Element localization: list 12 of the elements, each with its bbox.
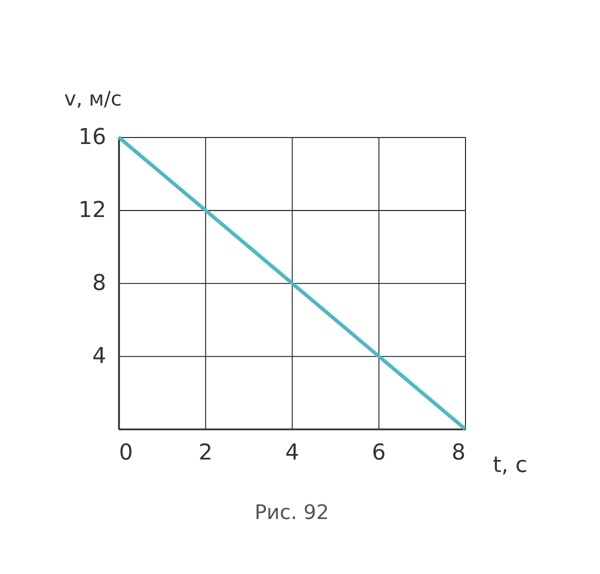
y-axis-title: v, м/с [64, 86, 122, 111]
x-tick-label: 6 [372, 440, 386, 466]
y-tick-label: 16 [78, 124, 106, 150]
y-tick-label: 8 [92, 270, 106, 296]
x-tick-label: 8 [452, 440, 466, 466]
y-tick-label: 4 [92, 344, 106, 369]
x-tick-label: 0 [118, 440, 133, 466]
x-axis-title: t, с [492, 453, 528, 478]
x-tick-label: 2 [198, 440, 213, 466]
text: Рис. 92 [254, 500, 329, 524]
y-tick-label: 12 [78, 198, 106, 223]
x-tick-label: 4 [285, 440, 300, 466]
